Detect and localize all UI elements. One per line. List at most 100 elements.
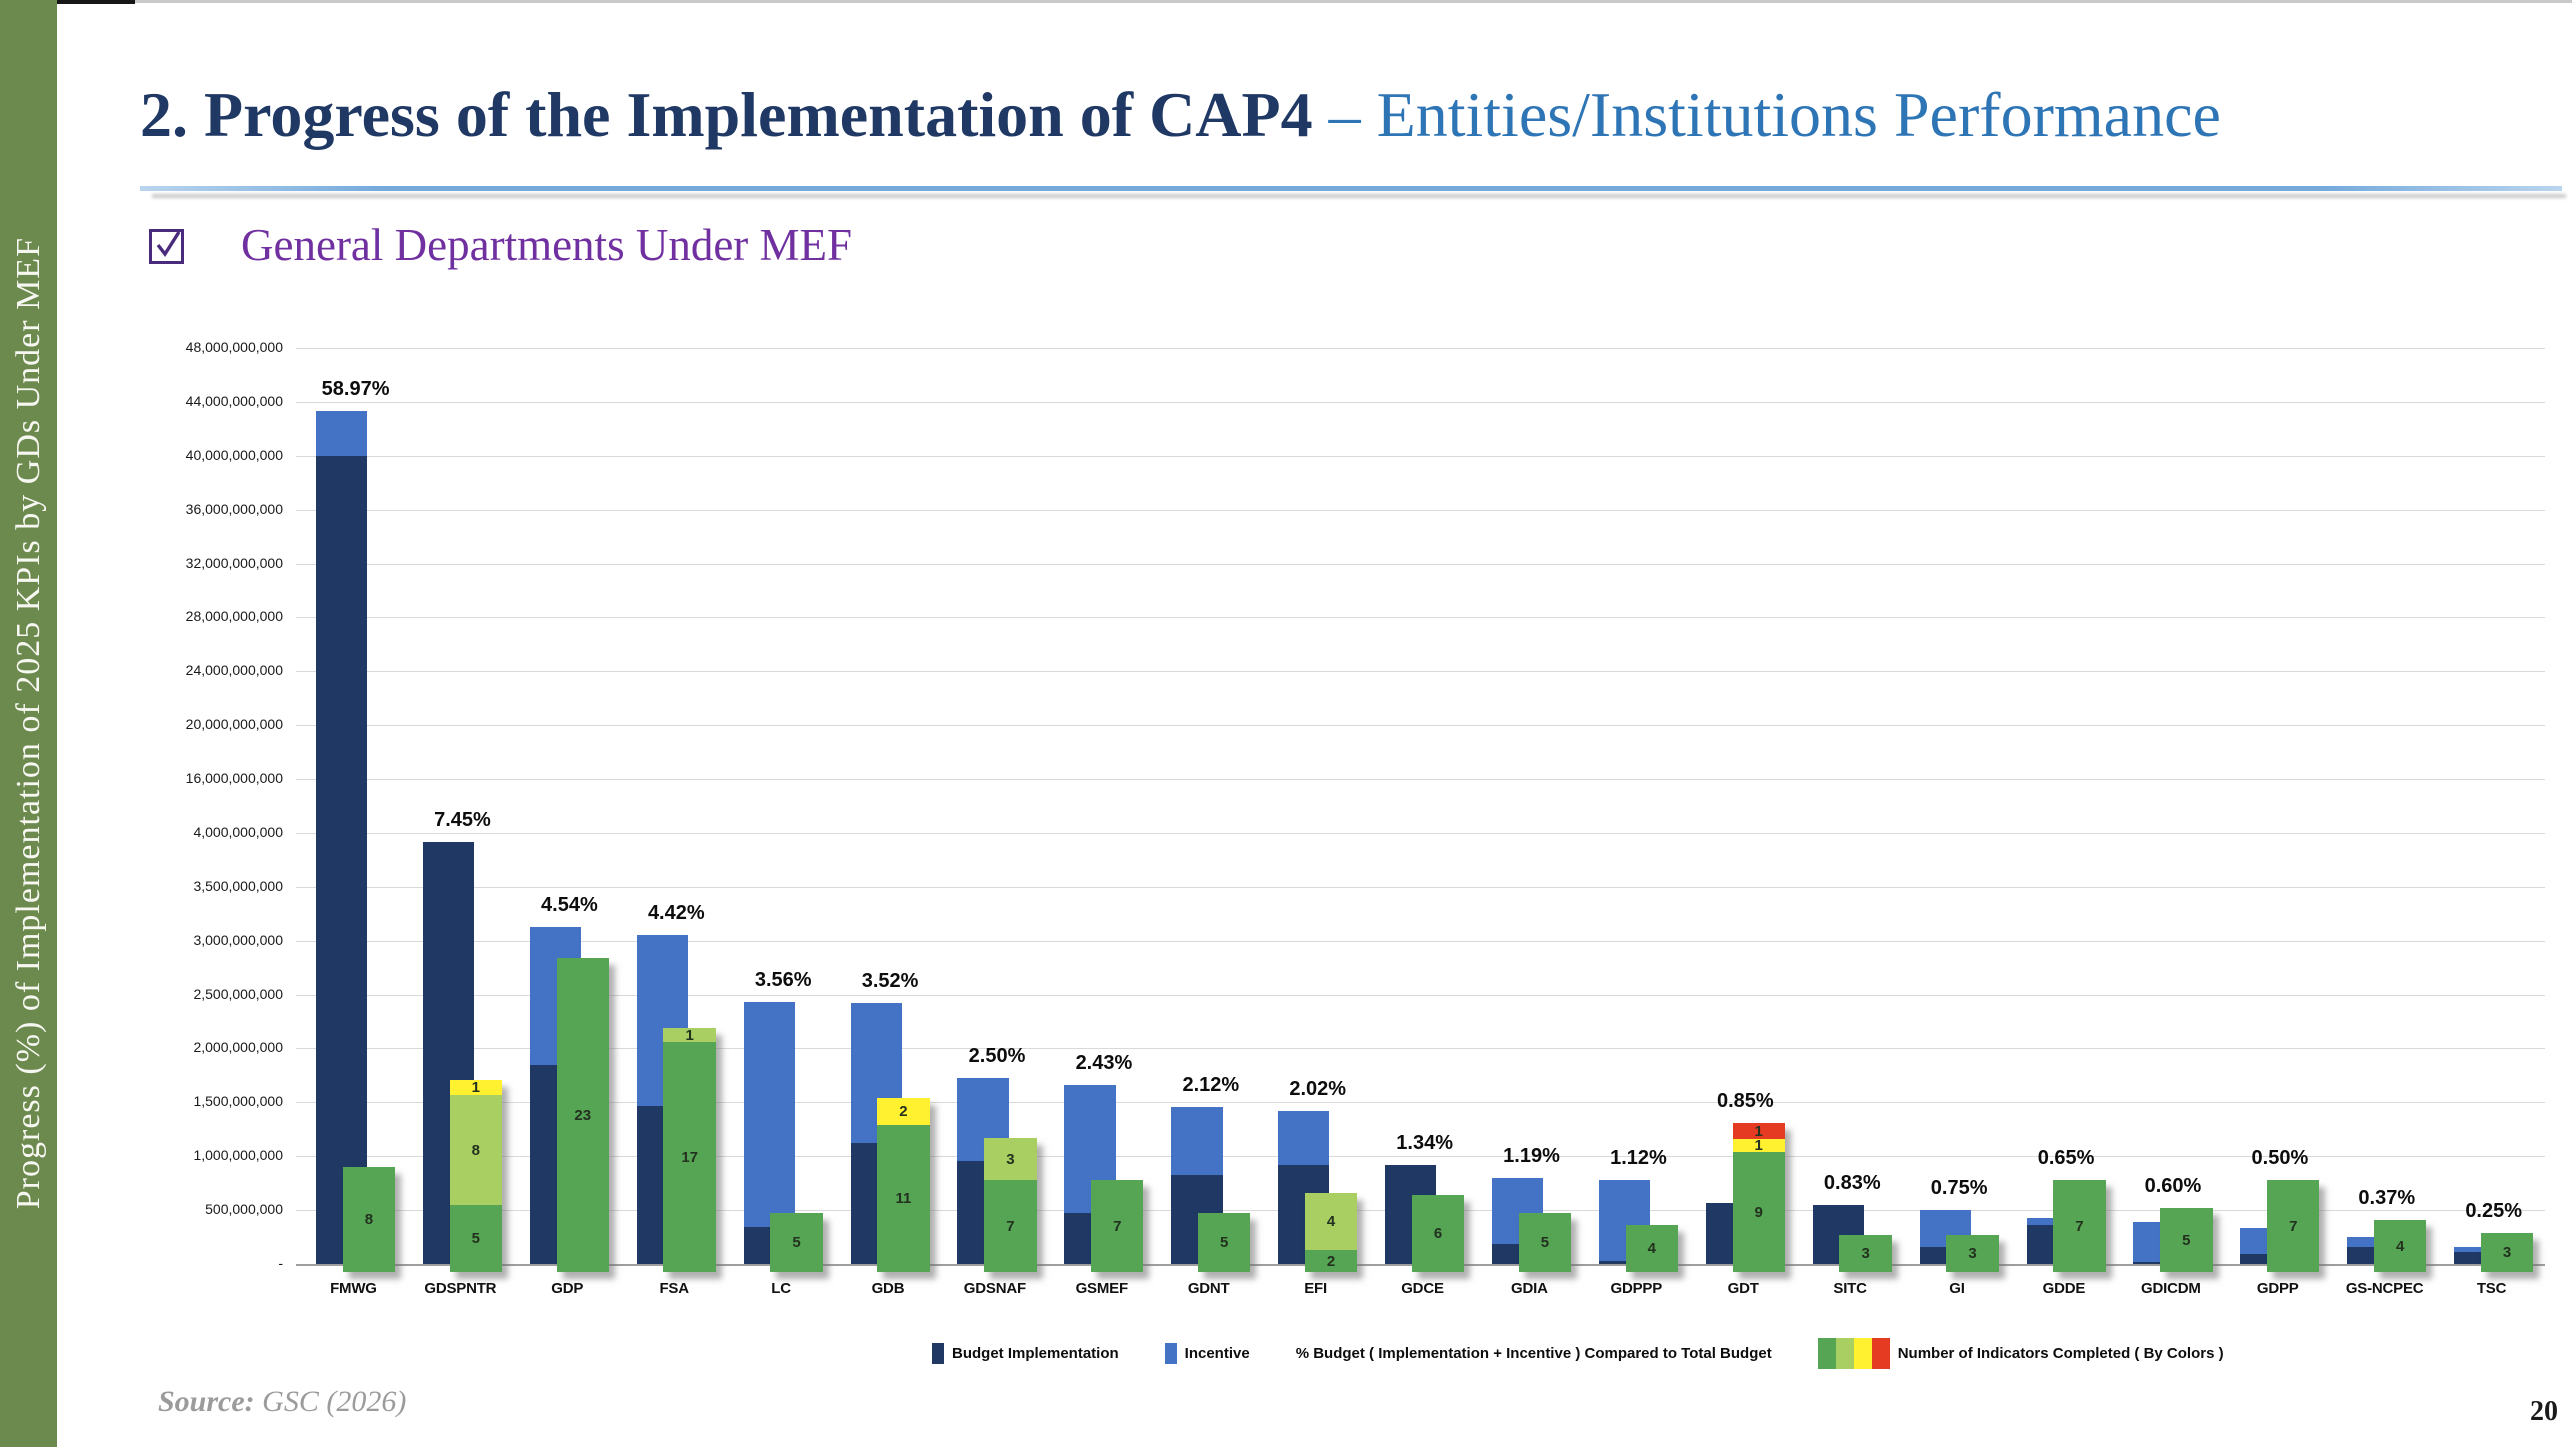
indicator-stack: 3: [1946, 1235, 1999, 1272]
indicator-count-green: 5: [2160, 1208, 2213, 1272]
pct-label: 1.12%: [1610, 1146, 1667, 1169]
pct-label: 3.52%: [861, 970, 919, 993]
top-edge-line: [57, 0, 2572, 3]
pct-label: 0.37%: [2358, 1187, 2416, 1210]
y-tick-label: 20,000,000,000: [185, 716, 283, 733]
indicator-count-green: 7: [2053, 1180, 2106, 1272]
legend-color-light_green: [1835, 1338, 1854, 1369]
indicator-count-light_green: 8: [449, 1095, 503, 1206]
legend-multi-swatch-icon: [1817, 1338, 1890, 1369]
y-gridline: [296, 779, 2545, 781]
indicator-stack: 7: [1091, 1180, 1144, 1272]
y-tick-label: 48,000,000,000: [185, 339, 283, 355]
title-underline: [140, 186, 2562, 191]
indicator-count-green: 4: [2373, 1220, 2427, 1272]
indicator-stack: 6: [1411, 1195, 1465, 1272]
legend-swatch-icon: [1164, 1343, 1177, 1364]
pct-label: 1.34%: [1396, 1131, 1453, 1154]
indicator-stack: 7: [2267, 1180, 2320, 1272]
pct-label: 3.56%: [754, 969, 812, 992]
check-mark-icon: [156, 231, 181, 257]
category-label: SITC: [1833, 1280, 1867, 1297]
indicator-stack: 4: [1625, 1224, 1678, 1272]
indicator-count-green: 17: [663, 1042, 716, 1272]
bar-incentive: [1278, 1110, 1330, 1165]
y-gridline: [296, 563, 2545, 565]
y-gridline: [296, 1048, 2545, 1050]
indicator-count-yellow: 1: [449, 1079, 503, 1096]
pct-label: 1.19%: [1503, 1144, 1560, 1167]
bar-budget-implementation: [316, 455, 368, 1264]
bar-budget-implementation: [2133, 1261, 2185, 1264]
indicator-stack: 5: [770, 1212, 823, 1272]
indicator-stack: 8: [342, 1167, 396, 1272]
category-label: FMWG: [330, 1280, 377, 1297]
indicator-count-light_green: 3: [984, 1138, 1037, 1181]
category-label: TSC: [2476, 1280, 2507, 1297]
indicator-count-green: 23: [556, 958, 609, 1272]
y-gridline: [296, 1156, 2545, 1158]
indicator-stack: 23: [556, 958, 609, 1272]
y-tick-label: 32,000,000,000: [185, 554, 283, 571]
category-label: GDCE: [1401, 1280, 1444, 1297]
y-tick-label: 2,000,000,000: [193, 1039, 283, 1056]
y-gridline: [296, 617, 2545, 619]
indicator-count-light_green: 1: [663, 1027, 716, 1044]
left-sidebar: Progress (%) of Implementation of 2025 K…: [0, 0, 57, 1447]
indicator-count-yellow: 2: [877, 1098, 930, 1126]
bar-budget-implementation: [2240, 1254, 2292, 1264]
category-label: GDSPNTR: [424, 1280, 497, 1297]
y-gridline: [296, 886, 2545, 888]
indicator-count-red: 1: [1732, 1123, 1785, 1140]
legend-item: % Budget ( Implementation + Incentive ) …: [1296, 1345, 1772, 1362]
bar-budget-implementation: [2454, 1252, 2506, 1264]
y-tick-label: 1,000,000,000: [193, 1147, 283, 1164]
pct-label: 2.12%: [1182, 1073, 1240, 1096]
y-tick-label: 40,000,000,000: [185, 446, 283, 463]
y-tick-label: 1,500,000,000: [193, 1093, 283, 1110]
indicator-count-green: 2: [1304, 1250, 1358, 1272]
pct-label: 0.85%: [1716, 1090, 1774, 1113]
category-label: GDP: [551, 1280, 584, 1297]
indicator-stack: 5: [2160, 1208, 2213, 1272]
bar-incentive: [1171, 1106, 1223, 1175]
bar-incentive: [743, 1002, 795, 1228]
y-tick-label: 2,500,000,000: [193, 985, 283, 1002]
category-label: GS-NCPEC: [2345, 1280, 2424, 1297]
indicator-count-green: 9: [1732, 1152, 1785, 1272]
category-label: GDT: [1727, 1280, 1759, 1297]
checkbox-icon: [149, 229, 184, 264]
indicator-count-green: 7: [1091, 1180, 1144, 1272]
indicator-stack: 5: [1518, 1212, 1572, 1272]
y-gridline: [296, 509, 2545, 511]
pct-label: 0.25%: [2465, 1200, 2523, 1223]
category-label: GDPPP: [1610, 1280, 1663, 1297]
page-number: 20: [2530, 1396, 2558, 1427]
category-label: EFI: [1304, 1280, 1327, 1297]
indicator-count-green: 6: [1411, 1195, 1465, 1272]
indicator-count-yellow: 1: [1732, 1137, 1785, 1154]
category-label: GDDE: [2042, 1280, 2086, 1297]
pct-label: 0.83%: [1823, 1171, 1881, 1194]
y-gridline: [296, 348, 2545, 349]
category-label: GDPP: [2256, 1280, 2299, 1297]
indicator-stack: 17 1: [663, 1027, 716, 1272]
pct-label: 0.50%: [2251, 1147, 2309, 1170]
category-label: GDNT: [1187, 1280, 1230, 1297]
bar-incentive: [2026, 1217, 2078, 1226]
y-tick-label: 44,000,000,000: [185, 392, 283, 409]
y-gridline: [296, 994, 2545, 996]
pct-label: 0.65%: [2037, 1147, 2095, 1170]
source-prefix: Source:: [158, 1385, 255, 1418]
legend-item: Incentive: [1164, 1343, 1250, 1364]
chart-legend: Budget Implementation Incentive % Budget (…: [932, 1338, 2224, 1369]
legend-color-yellow: [1853, 1338, 1872, 1369]
page-title: 2. Progress of the Implementation of CAP…: [140, 79, 2560, 150]
legend-label: % Budget ( Implementation + Incentive ) …: [1295, 1345, 1772, 1362]
y-tick-label: 3,500,000,000: [193, 877, 283, 894]
category-label: GDB: [871, 1280, 905, 1297]
section-heading: General Departments Under MEF: [241, 220, 853, 270]
legend-label: Incentive: [1184, 1345, 1250, 1362]
